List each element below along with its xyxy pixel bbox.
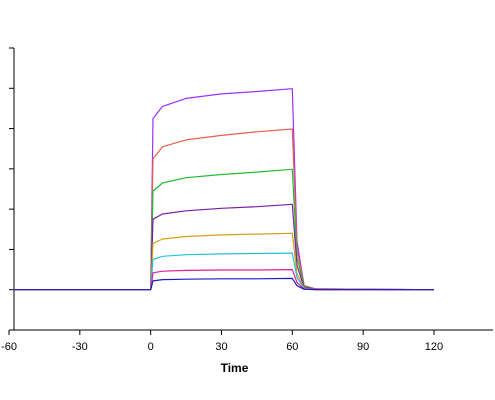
series-line-5 [13, 232, 434, 291]
axes [9, 48, 493, 331]
x-tick-label: 60 [286, 341, 298, 353]
series-line-7 [13, 269, 434, 291]
y-ticks [9, 47, 14, 331]
series-line-3 [13, 168, 435, 291]
series-line-2 [13, 128, 435, 291]
series-line-6 [13, 252, 434, 291]
x-tick-label: 30 [215, 341, 227, 353]
x-tick-label: 0 [148, 341, 154, 353]
x-tick-label: -60 [1, 341, 17, 353]
series-layer [13, 88, 435, 291]
x-tick-label: 90 [357, 341, 369, 353]
x-tick-label: -30 [72, 341, 88, 353]
series-line-1 [13, 88, 435, 291]
series-line-8 [13, 277, 434, 291]
series-line-4 [13, 203, 435, 291]
x-ticks: -60 -30 0 30 60 90 120 [1, 330, 443, 353]
x-tick-label: 120 [425, 341, 443, 353]
x-axis-label: Time [221, 361, 249, 375]
